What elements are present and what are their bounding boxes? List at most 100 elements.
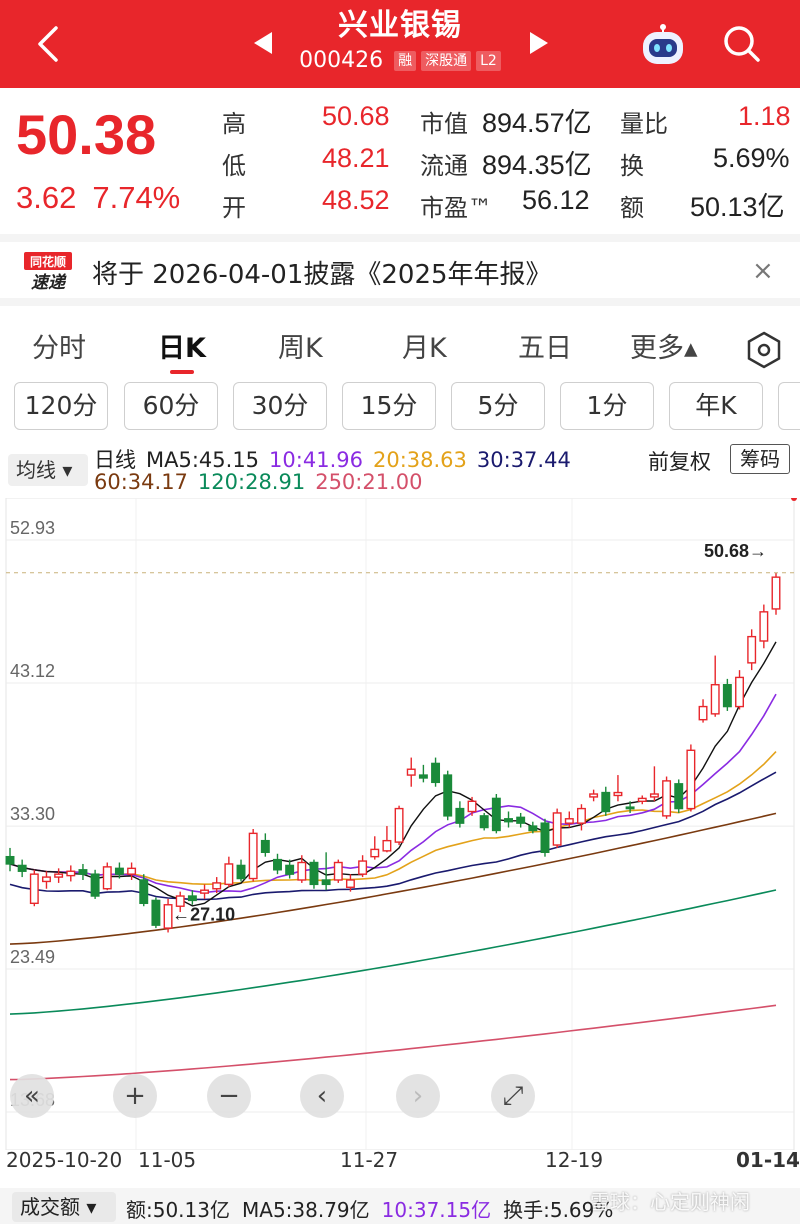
candle-body bbox=[735, 676, 744, 708]
line-type-label: 日线 bbox=[94, 448, 136, 472]
candle-body bbox=[370, 848, 380, 858]
tab-monthly-k[interactable]: 月K bbox=[402, 333, 447, 364]
change-amount: 3.62 bbox=[16, 180, 77, 215]
interval-1min-button[interactable]: 1分 bbox=[560, 382, 654, 430]
candle-body bbox=[528, 825, 538, 832]
announcement-banner[interactable]: 同花顺 速递 将于 2026-04-01披露《2025年年报》 × bbox=[0, 234, 800, 306]
prev-stock-icon[interactable] bbox=[254, 32, 272, 54]
last-price: 50.38 bbox=[16, 103, 157, 166]
candle-body bbox=[78, 869, 88, 875]
interval-60min-button[interactable]: 60分 bbox=[124, 382, 218, 430]
yearly-k-button[interactable]: 年K bbox=[669, 382, 763, 430]
stock-title-block: 兴业银锡 000426 融 深股通 L2 bbox=[250, 6, 550, 73]
pe-label: 市盈™ bbox=[420, 194, 492, 222]
volume-values: 额:50.13亿 MA5:38.79亿 10:37.15亿 换手:5.69% bbox=[126, 1194, 625, 1223]
announcement-text: 将于 2026-04-01披露《2025年年报》 bbox=[92, 260, 552, 290]
candle-body bbox=[649, 793, 659, 798]
open-value: 48.52 bbox=[322, 185, 390, 215]
stock-code: 000426 bbox=[299, 48, 384, 73]
chip-distribution-button[interactable]: 筹码 bbox=[730, 444, 790, 474]
candle-body bbox=[747, 635, 757, 664]
change-percent: 7.74% bbox=[92, 180, 181, 215]
high-price-marker: 50.68→ bbox=[704, 541, 767, 561]
candle-body bbox=[127, 867, 137, 875]
candle-body bbox=[589, 793, 599, 798]
low-value: 48.21 bbox=[322, 143, 390, 173]
candle-body bbox=[516, 816, 526, 824]
date-label: 11-05 bbox=[138, 1148, 197, 1172]
search-icon[interactable] bbox=[722, 24, 762, 64]
candle-body bbox=[260, 839, 270, 854]
amount-label: 额 bbox=[620, 194, 644, 222]
y-tick-label: 23.49 bbox=[10, 947, 55, 967]
open-label: 开 bbox=[222, 194, 246, 222]
price-change: 3.62 7.74% bbox=[16, 180, 196, 216]
candle-body bbox=[42, 876, 51, 883]
candle-body bbox=[686, 749, 696, 810]
ma10-line bbox=[9, 693, 777, 894]
candle-body bbox=[309, 861, 319, 886]
back-arrow-icon[interactable] bbox=[26, 20, 74, 68]
candle-body bbox=[114, 867, 124, 875]
date-axis: 2025-10-20 11-05 11-27 12-19 01-14 bbox=[0, 1144, 800, 1184]
date-label: 2025-10-20 bbox=[6, 1148, 123, 1172]
tab-weekly-k[interactable]: 周K bbox=[278, 333, 323, 364]
candle-body bbox=[163, 904, 173, 929]
pan-right-icon[interactable]: › bbox=[396, 1074, 440, 1118]
next-stock-icon[interactable] bbox=[530, 32, 548, 54]
candle-body bbox=[674, 783, 684, 810]
volume-amount: 额:50.13亿 bbox=[126, 1198, 230, 1222]
level2-tag: L2 bbox=[476, 50, 501, 71]
logo-bottom-text: 速递 bbox=[31, 273, 67, 293]
candle-body bbox=[224, 863, 234, 886]
news-flash-logo-icon: 同花顺 速递 bbox=[24, 252, 72, 293]
candle-body bbox=[90, 873, 100, 897]
hexagon-settings-icon[interactable] bbox=[744, 330, 784, 370]
candle-body bbox=[382, 839, 392, 852]
rewind-icon[interactable]: « bbox=[10, 1074, 54, 1118]
date-label: 12-19 bbox=[545, 1148, 604, 1172]
ma10-legend: 10:41.96 bbox=[269, 448, 363, 472]
candle-body bbox=[321, 879, 331, 886]
interval-15min-button[interactable]: 15分 bbox=[342, 382, 436, 430]
zoom-in-icon[interactable]: + bbox=[113, 1074, 157, 1118]
candle-body bbox=[17, 864, 27, 872]
volume-indicator-selector[interactable]: 成交额 ▾ bbox=[12, 1192, 116, 1222]
candle-body bbox=[139, 879, 149, 905]
close-icon[interactable]: × bbox=[752, 256, 774, 286]
candle-body bbox=[175, 895, 185, 907]
candle-body bbox=[297, 861, 307, 881]
ma-selector[interactable]: 均线 ▾ bbox=[8, 454, 88, 486]
interval-more-button[interactable] bbox=[778, 382, 800, 430]
fullscreen-icon[interactable]: ⤢ bbox=[491, 1074, 535, 1118]
candle-body bbox=[698, 705, 708, 721]
stock-name: 兴业银锡 bbox=[338, 8, 462, 43]
candle-body bbox=[710, 684, 720, 715]
watermark: 雪球：心定则神闲 bbox=[590, 1190, 750, 1214]
interval-30min-button[interactable]: 30分 bbox=[233, 382, 327, 430]
chart-legend: 均线 ▾ 日线 MA5:45.15 10:41.96 20:38.63 30:37.44… bbox=[0, 442, 800, 498]
candle-body bbox=[273, 858, 282, 871]
interval-120min-button[interactable]: 120分 bbox=[14, 382, 108, 430]
ma5-legend: MA5:45.15 bbox=[146, 448, 260, 472]
candle-body bbox=[54, 873, 64, 878]
interval-5min-button[interactable]: 5分 bbox=[451, 382, 545, 430]
right-edge-marker bbox=[791, 498, 797, 501]
turnover-label: 换 bbox=[620, 152, 644, 180]
zoom-out-icon[interactable]: − bbox=[207, 1074, 251, 1118]
adjust-mode-label[interactable]: 前复权 bbox=[648, 450, 711, 474]
low-label: 低 bbox=[222, 152, 246, 180]
tab-five-day[interactable]: 五日 bbox=[518, 333, 572, 364]
candle-body bbox=[491, 797, 501, 832]
tab-intraday[interactable]: 分时 bbox=[32, 333, 86, 364]
robot-assistant-icon[interactable] bbox=[640, 24, 686, 66]
candle-body bbox=[601, 791, 611, 813]
tab-daily-k[interactable]: 日K bbox=[158, 333, 206, 364]
ma250-legend: 250:21.00 bbox=[315, 470, 423, 494]
tab-more[interactable]: 更多▴ bbox=[630, 333, 698, 364]
chart-frame bbox=[5, 498, 795, 1150]
volume-ma5: MA5:38.79亿 bbox=[242, 1198, 370, 1222]
pan-left-icon[interactable]: ‹ bbox=[300, 1074, 344, 1118]
